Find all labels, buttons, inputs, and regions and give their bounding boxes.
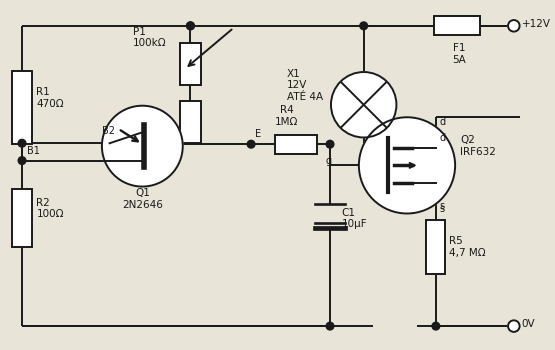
FancyBboxPatch shape xyxy=(12,189,32,247)
FancyBboxPatch shape xyxy=(275,135,317,154)
Text: B2: B2 xyxy=(102,126,115,135)
Text: E: E xyxy=(255,130,261,139)
Text: F1
5A: F1 5A xyxy=(452,43,466,65)
Text: d: d xyxy=(440,117,446,127)
Circle shape xyxy=(360,22,367,30)
FancyBboxPatch shape xyxy=(180,43,201,85)
Text: P1
100kΩ: P1 100kΩ xyxy=(133,27,166,48)
FancyBboxPatch shape xyxy=(426,220,446,274)
Circle shape xyxy=(247,140,255,148)
Text: 0V: 0V xyxy=(522,319,535,329)
Text: +12V: +12V xyxy=(522,19,551,29)
FancyBboxPatch shape xyxy=(12,71,32,144)
Text: R1
470Ω: R1 470Ω xyxy=(37,87,64,109)
Circle shape xyxy=(186,22,194,30)
Text: R4
1MΩ: R4 1MΩ xyxy=(275,105,299,127)
Text: B1: B1 xyxy=(27,146,40,156)
Text: Q2
IRF632: Q2 IRF632 xyxy=(460,135,496,157)
Circle shape xyxy=(508,20,519,32)
Text: R5
4,7 MΩ: R5 4,7 MΩ xyxy=(450,236,486,258)
Circle shape xyxy=(18,139,26,147)
Circle shape xyxy=(102,106,183,187)
Text: C1
10μF: C1 10μF xyxy=(341,208,367,229)
Circle shape xyxy=(326,322,334,330)
Text: X1
12V
ATÉ 4A: X1 12V ATÉ 4A xyxy=(287,69,323,102)
Text: Q1
2N2646: Q1 2N2646 xyxy=(122,188,163,210)
FancyBboxPatch shape xyxy=(180,101,201,143)
Circle shape xyxy=(508,320,519,332)
Text: R3
4,7kΩ: R3 4,7kΩ xyxy=(135,111,165,133)
Text: s: s xyxy=(440,201,445,211)
Text: d: d xyxy=(440,133,446,143)
Circle shape xyxy=(18,157,26,164)
Text: R2
100Ω: R2 100Ω xyxy=(37,198,64,219)
Circle shape xyxy=(326,140,334,148)
FancyBboxPatch shape xyxy=(434,16,480,35)
Circle shape xyxy=(432,322,440,330)
Text: g: g xyxy=(325,156,331,166)
Text: s: s xyxy=(440,204,445,214)
Circle shape xyxy=(359,117,455,214)
Circle shape xyxy=(331,72,396,138)
Circle shape xyxy=(186,22,194,30)
